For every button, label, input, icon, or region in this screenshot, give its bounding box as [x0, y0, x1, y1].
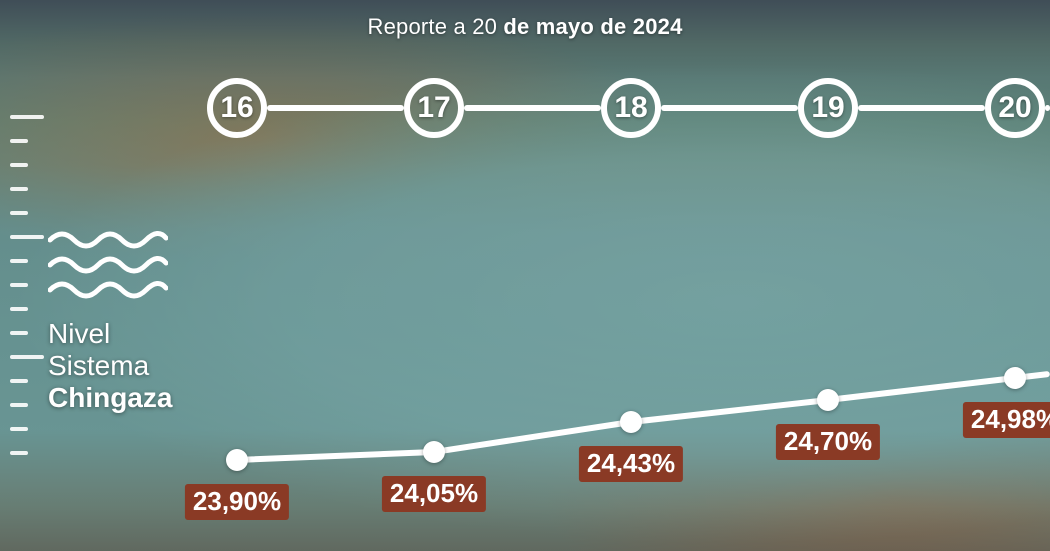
label-line-1: Nivel: [48, 318, 172, 350]
series-segment: [237, 449, 434, 463]
timeline-node: 17: [404, 78, 464, 138]
timeline-node: 16: [207, 78, 267, 138]
timeline-segment: [661, 105, 798, 111]
ruler-tick: [10, 115, 44, 119]
series-value-label: 24,98%: [963, 402, 1050, 438]
series-value-label: 24,05%: [382, 476, 486, 512]
timeline-segment: [858, 105, 985, 111]
label-line-2: Sistema: [48, 350, 172, 382]
series-segment: [434, 419, 632, 455]
label-line-3: Chingaza: [48, 382, 172, 414]
ruler-tick: [10, 451, 28, 455]
series-point: [226, 449, 248, 471]
timeline-node: 20: [985, 78, 1045, 138]
series-point: [423, 441, 445, 463]
series-value-label: 24,43%: [579, 446, 683, 482]
ruler-tick: [10, 307, 28, 311]
waves-icon: [48, 230, 168, 300]
timeline-node: 18: [601, 78, 661, 138]
series-value-label: 23,90%: [185, 484, 289, 520]
ruler-tick: [10, 403, 28, 407]
series-value-label: 24,70%: [776, 424, 880, 460]
ruler-tick: [10, 427, 28, 431]
depth-ruler: [10, 115, 50, 455]
series-segment: [1015, 371, 1050, 381]
report-prefix: Reporte a 20: [367, 14, 503, 39]
series-point: [1004, 367, 1026, 389]
system-label: Nivel Sistema Chingaza: [48, 318, 172, 415]
timeline-segment: [267, 105, 404, 111]
report-date-line: Reporte a 20 de mayo de 2024: [0, 14, 1050, 40]
ruler-tick: [10, 235, 44, 239]
infographic-canvas: Reporte a 20 de mayo de 2024 Nivel Siste…: [0, 0, 1050, 551]
series-point: [817, 389, 839, 411]
ruler-tick: [10, 187, 28, 191]
timeline-segment: [464, 105, 601, 111]
ruler-tick: [10, 331, 28, 335]
report-bold: de mayo de 2024: [503, 14, 682, 39]
ruler-tick: [10, 259, 28, 263]
ruler-tick: [10, 211, 28, 215]
series-point: [620, 411, 642, 433]
ruler-tick: [10, 139, 28, 143]
timeline-node: 19: [798, 78, 858, 138]
series-segment: [631, 397, 829, 425]
ruler-tick: [10, 379, 28, 383]
ruler-tick: [10, 355, 44, 359]
series-segment: [828, 375, 1016, 403]
ruler-tick: [10, 283, 28, 287]
ruler-tick: [10, 163, 28, 167]
timeline-segment: [1045, 105, 1050, 111]
